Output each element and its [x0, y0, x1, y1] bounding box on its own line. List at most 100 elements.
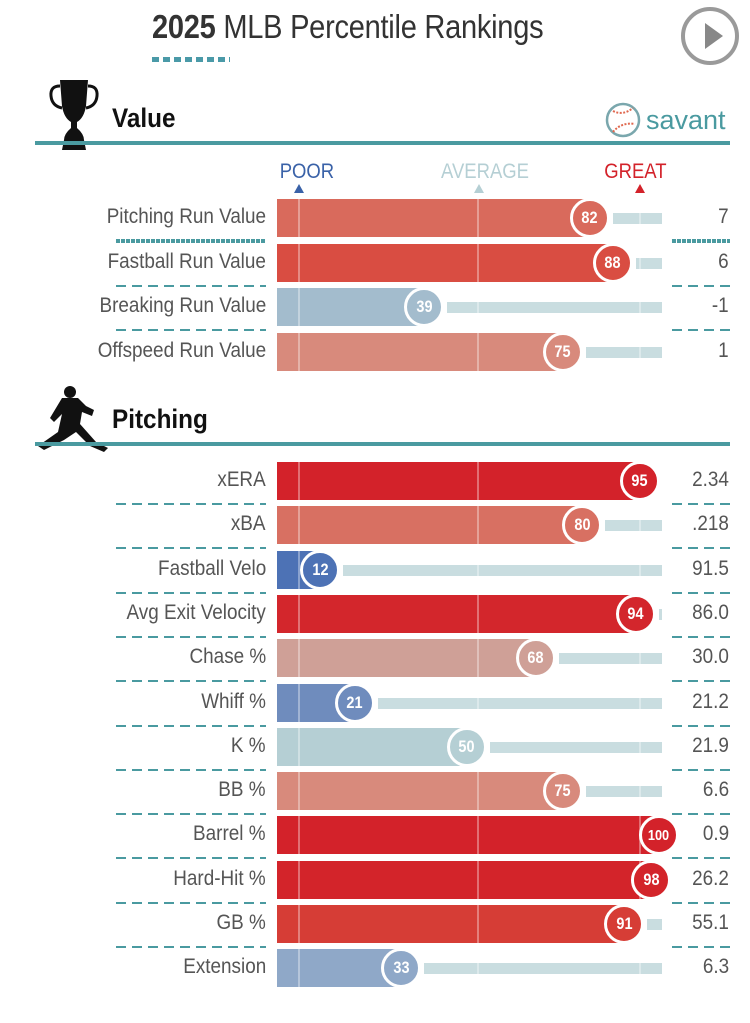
row-separator — [116, 547, 266, 550]
percentile-bar — [277, 506, 585, 545]
percentile-value: 75 — [554, 781, 571, 801]
grid-line — [477, 506, 480, 545]
row-separator — [672, 901, 730, 904]
percentile-value: 94 — [627, 603, 644, 623]
percentile-value: 68 — [527, 648, 544, 668]
title-underline — [152, 57, 230, 62]
percentile-track — [658, 608, 662, 620]
page-title: 2025 MLB Percentile Rankings — [152, 8, 544, 45]
metric-label: Chase % — [189, 645, 266, 669]
row-separator — [116, 813, 266, 816]
percentile-dot: 80 — [562, 505, 602, 546]
grid-line — [638, 506, 641, 545]
percentile-track — [343, 564, 662, 576]
metric-label: Fastball Run Value — [107, 249, 266, 273]
grid-line — [298, 683, 301, 722]
percentile-track — [447, 302, 662, 313]
row-separator — [116, 239, 266, 243]
percentile-dot: 75 — [542, 771, 583, 812]
stat-value: 55.1 — [692, 911, 729, 934]
grid-line — [477, 905, 480, 943]
stat-value: 21.9 — [692, 733, 729, 757]
percentile-track — [585, 346, 662, 358]
stat-value: 6 — [718, 249, 729, 273]
percentile-value: 95 — [631, 471, 648, 490]
percentile-track — [635, 257, 662, 269]
section-divider-pitching — [35, 442, 730, 446]
grid-line — [298, 949, 301, 988]
savant-label: savant — [646, 104, 726, 135]
row-separator — [672, 547, 730, 550]
grid-line — [638, 949, 641, 988]
stat-value: 21.2 — [692, 689, 729, 713]
stat-value: .218 — [692, 512, 729, 536]
row-separator — [116, 901, 266, 904]
stat-value: 1 — [718, 338, 729, 362]
grid-line — [477, 639, 480, 678]
percentile-value: 82 — [581, 208, 598, 227]
trophy-icon — [49, 80, 99, 150]
row-separator — [116, 329, 266, 331]
percentile-value: 80 — [573, 515, 591, 535]
percentile-track — [647, 919, 662, 930]
grid-line — [638, 639, 641, 678]
grid-line — [477, 462, 480, 500]
percentile-track — [558, 653, 662, 665]
savant-logo: savant — [605, 102, 726, 138]
percentile-bar — [277, 639, 539, 678]
percentile-value: 50 — [458, 736, 475, 756]
row-separator — [116, 591, 266, 594]
percentile-dot: 21 — [334, 682, 375, 723]
row-separator — [672, 813, 730, 816]
grid-line — [477, 550, 480, 589]
section-title-pitching: Pitching — [112, 404, 208, 434]
row-separator — [672, 680, 730, 683]
percentile-value: 88 — [604, 252, 621, 272]
grid-line — [477, 816, 480, 855]
row-separator — [116, 503, 266, 505]
metric-label: xERA — [217, 468, 266, 491]
stat-value: -1 — [712, 294, 729, 317]
grid-line — [477, 332, 480, 371]
play-button[interactable] — [681, 7, 739, 65]
metric-label: K % — [231, 733, 266, 757]
percentile-dot: 91 — [604, 904, 645, 944]
grid-line — [298, 639, 301, 678]
percentile-bar — [277, 860, 655, 899]
row-separator — [116, 635, 266, 638]
grid-line — [298, 816, 301, 855]
stat-value: 6.6 — [702, 778, 729, 802]
percentile-dot: 39 — [404, 287, 445, 327]
row-separator — [672, 239, 730, 243]
row-separator — [672, 591, 730, 594]
grid-line — [638, 243, 641, 282]
grid-line — [298, 288, 301, 326]
row-separator — [116, 946, 266, 948]
percentile-bar — [277, 772, 566, 811]
row-separator — [672, 329, 730, 331]
metric-label: Hard-Hit % — [173, 866, 266, 890]
stat-value: 26.2 — [692, 866, 729, 890]
percentile-bar — [277, 905, 628, 943]
grid-line — [298, 594, 301, 633]
percentile-track — [605, 520, 662, 532]
grid-line — [298, 506, 301, 545]
row-separator — [672, 768, 730, 771]
row-separator — [672, 724, 730, 727]
metric-label: Offspeed Run Value — [97, 338, 266, 362]
percentile-bar — [277, 243, 616, 282]
stat-value: 7 — [718, 205, 729, 228]
percentile-value: 91 — [616, 914, 633, 933]
percentile-bar — [277, 594, 639, 633]
percentile-dot: 75 — [542, 331, 583, 372]
percentile-value: 75 — [554, 341, 571, 361]
grid-line — [638, 288, 641, 326]
row-separator — [672, 946, 730, 948]
percentile-value: 39 — [416, 297, 433, 316]
row-separator — [116, 724, 266, 727]
grid-line — [298, 772, 301, 811]
percentile-dot: 100 — [639, 815, 679, 856]
grid-line — [477, 772, 480, 811]
grid-line — [477, 199, 480, 237]
metric-label: BB % — [218, 778, 266, 802]
